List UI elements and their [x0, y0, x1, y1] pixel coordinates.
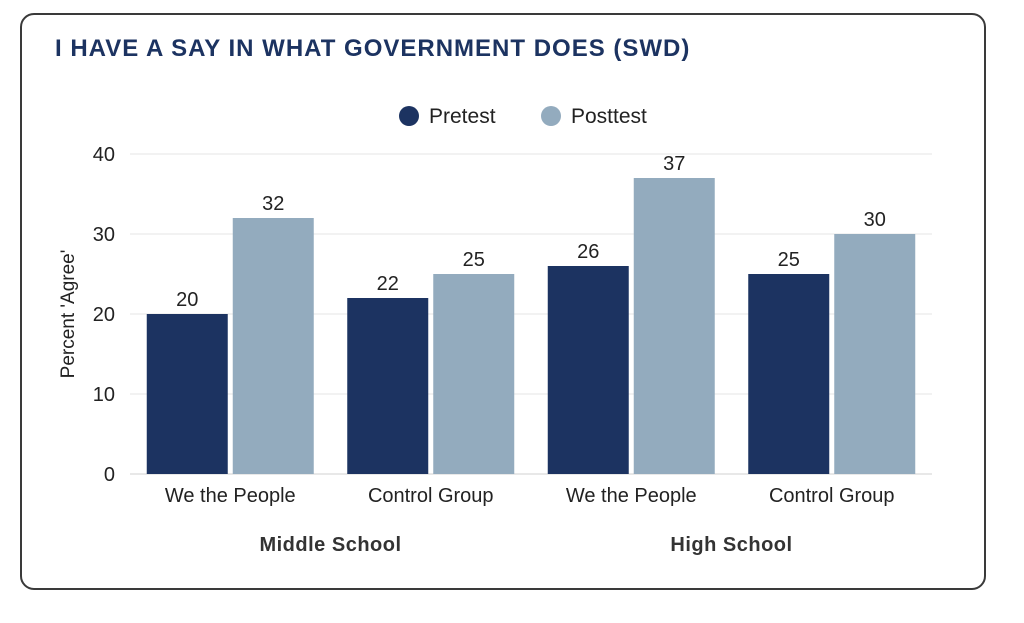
- data-label: 25: [463, 249, 485, 271]
- chart-title: I HAVE A SAY IN WHAT GOVERNMENT DOES (SW…: [55, 35, 691, 62]
- data-label: 25: [778, 249, 800, 271]
- bar-pretest: [146, 314, 228, 474]
- bar-pretest: [748, 274, 830, 474]
- bar-posttest: [433, 274, 515, 474]
- bar-posttest: [633, 178, 715, 474]
- data-label: 20: [176, 289, 198, 311]
- x-tick-label: Control Group: [769, 485, 895, 507]
- data-label: 30: [864, 209, 886, 231]
- x-tick-label: We the People: [165, 485, 296, 507]
- y-tick-label: 0: [104, 464, 115, 486]
- data-label: 26: [577, 241, 599, 263]
- y-tick-label: 40: [93, 144, 115, 166]
- y-tick-label: 30: [93, 224, 115, 246]
- bar-posttest: [232, 218, 314, 474]
- data-label: 22: [377, 273, 399, 295]
- data-label: 37: [663, 153, 685, 175]
- group-label: High School: [670, 534, 792, 556]
- y-tick-label: 10: [93, 384, 115, 406]
- y-tick-label: 20: [93, 304, 115, 326]
- x-tick-label: We the People: [566, 485, 697, 507]
- bar-posttest: [834, 234, 916, 474]
- legend-label: Pretest: [429, 105, 496, 128]
- bar-pretest: [547, 266, 629, 474]
- y-axis-label: Percent 'Agree': [58, 250, 79, 379]
- legend-label: Posttest: [571, 105, 647, 128]
- legend-marker-pretest: [399, 106, 419, 126]
- bar-pretest: [347, 298, 429, 474]
- x-tick-label: Control Group: [368, 485, 494, 507]
- legend-marker-posttest: [541, 106, 561, 126]
- group-label: Middle School: [259, 534, 401, 556]
- data-label: 32: [262, 193, 284, 215]
